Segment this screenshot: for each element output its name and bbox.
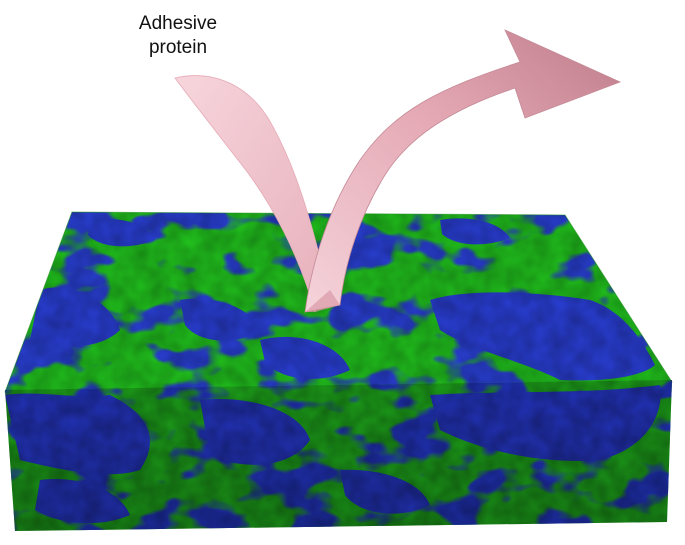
slab-front-face [5,380,672,531]
bounce-arrow-icon [174,29,622,313]
adhesive-protein-label: Adhesive protein [118,12,238,60]
polymer-blend-slab [4,211,673,531]
label-line-2: protein [148,37,208,58]
label-line-1: Adhesive [138,13,218,34]
